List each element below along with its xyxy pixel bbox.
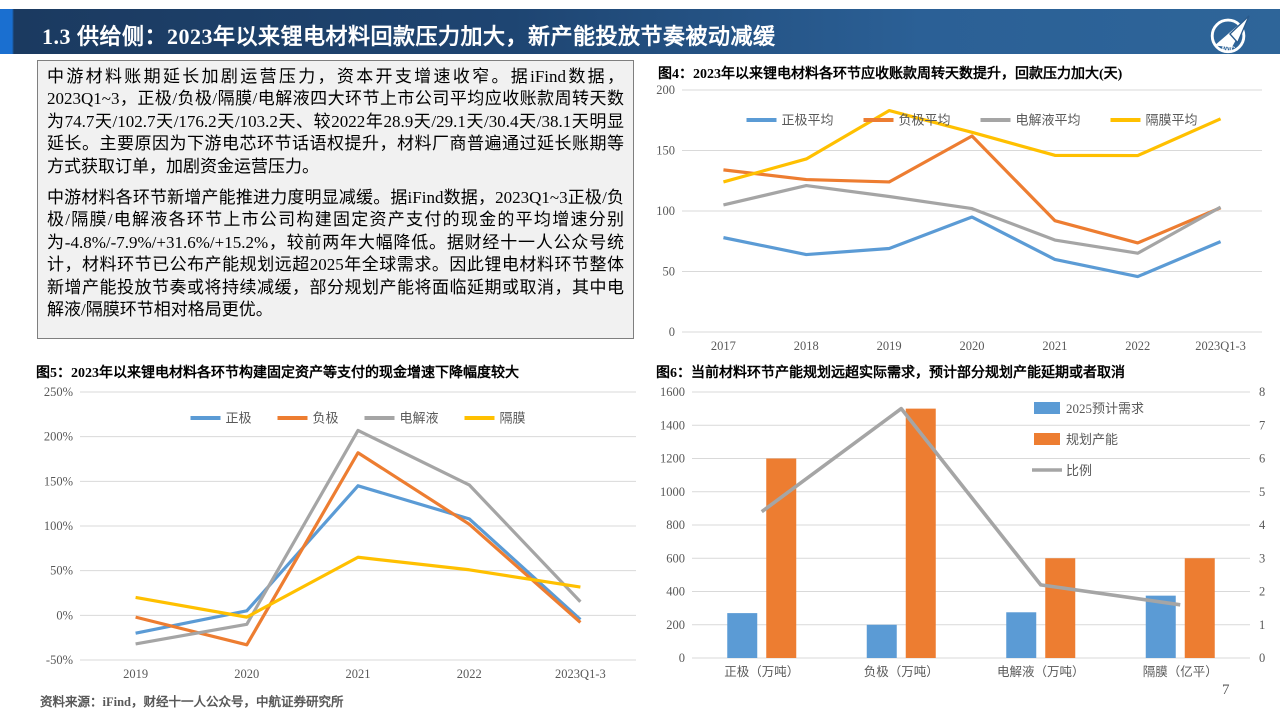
svg-text:正极: 正极 (226, 411, 252, 426)
summary-paragraph-1: 中游材料账期延长加剧运营压力，资本开支增速收窄。据iFind数据，2023Q1~… (47, 67, 624, 176)
svg-text:1600: 1600 (660, 386, 685, 399)
svg-text:8: 8 (1259, 386, 1265, 399)
svg-text:2017: 2017 (711, 339, 736, 353)
page-number: 7 (1222, 682, 1230, 698)
svg-text:正极（万吨）: 正极（万吨） (724, 665, 799, 679)
svg-text:1400: 1400 (660, 418, 685, 432)
summary-text-panel: 中游材料账期延长加剧运营压力，资本开支增速收窄。据iFind数据，2023Q1~… (37, 60, 634, 339)
svg-text:0%: 0% (56, 608, 73, 622)
avic-logo: AVIC (1210, 15, 1250, 54)
svg-text:2022: 2022 (1125, 339, 1150, 353)
svg-text:-50%: -50% (46, 653, 73, 667)
fig4-line-chart: 0 50 100 150 200 2017 2018 2019 2020 2021 2022 2023… (656, 84, 1262, 353)
svg-text:2018: 2018 (794, 339, 819, 353)
svg-text:隔膜平均: 隔膜平均 (1146, 113, 1198, 128)
svg-text:2021: 2021 (346, 667, 371, 681)
svg-text:2: 2 (1259, 585, 1265, 599)
svg-text:负极平均: 负极平均 (899, 113, 951, 128)
svg-text:1: 1 (1259, 618, 1265, 632)
svg-text:600: 600 (666, 551, 685, 565)
svg-text:5: 5 (1259, 485, 1265, 499)
svg-text:150: 150 (656, 144, 675, 158)
avic-logo-text: AVIC (1221, 46, 1236, 53)
svg-text:800: 800 (666, 518, 685, 532)
svg-text:0: 0 (679, 651, 685, 665)
svg-text:200%: 200% (44, 430, 73, 444)
svg-text:比例: 比例 (1066, 463, 1092, 478)
svg-text:200: 200 (666, 618, 685, 632)
svg-text:200: 200 (656, 84, 675, 97)
svg-text:0: 0 (1259, 651, 1265, 665)
svg-text:隔膜（亿平）: 隔膜（亿平） (1143, 664, 1218, 679)
fig6-title: 图6：当前材料环节产能规划远超实际需求，预计部分规划产能延期或者取消 (656, 366, 1125, 381)
avic-logo-circle (1210, 18, 1246, 54)
svg-text:50%: 50% (50, 564, 73, 578)
svg-text:1200: 1200 (660, 452, 685, 466)
slide-title: 1.3 供给侧：2023年以来锂电材料回款压力加大，新产能投放节奏被动减缓 (42, 24, 776, 49)
svg-text:2025预计需求: 2025预计需求 (1066, 401, 1144, 416)
svg-text:250%: 250% (44, 386, 73, 399)
summary-paragraph-2: 中游材料各环节新增产能推进力度明显减缓。据iFind数据，2023Q1~3正极/… (47, 188, 624, 320)
svg-text:电解液: 电解液 (400, 411, 439, 426)
svg-text:100%: 100% (44, 519, 73, 533)
fig5-title: 图5：2023年以来锂电材料各环节构建固定资产等支付的现金增速下降幅度较大 (36, 366, 519, 381)
svg-text:7: 7 (1259, 418, 1265, 432)
svg-text:6: 6 (1259, 452, 1265, 466)
svg-text:2020: 2020 (960, 339, 985, 353)
svg-text:2022: 2022 (457, 667, 482, 681)
svg-text:正极平均: 正极平均 (782, 113, 834, 128)
svg-text:负极: 负极 (313, 411, 339, 426)
fig4-title: 图4：2023年以来锂电材料各环节应收账款周转天数提升，回款压力加大(天) (658, 67, 1123, 82)
svg-text:100: 100 (656, 204, 675, 218)
svg-text:电解液（万吨）: 电解液（万吨） (997, 664, 1085, 679)
svg-text:2021: 2021 (1042, 339, 1067, 353)
svg-text:隔膜: 隔膜 (500, 411, 526, 426)
svg-text:150%: 150% (44, 474, 73, 488)
svg-text:2019: 2019 (877, 339, 902, 353)
avic-plane-fold (1229, 15, 1250, 44)
svg-text:规划产能: 规划产能 (1066, 432, 1118, 447)
svg-text:4: 4 (1259, 518, 1266, 532)
fig6-combo-chart: 0 200 400 600 800 1000 1200 1400 1600 0 1 2 3 4 5 6 7 8 正极… (660, 386, 1266, 679)
fig5-line-chart: -50% 0% 50% 100% 150% 200% 250% 2019 2020 2021 202… (44, 386, 636, 681)
svg-text:1000: 1000 (660, 485, 685, 499)
source-note: 资料来源：iFind，财经十一人公众号，中航证券研究所 (40, 695, 344, 709)
svg-text:400: 400 (666, 585, 685, 599)
svg-text:3: 3 (1259, 551, 1265, 565)
svg-text:负极（万吨）: 负极（万吨） (864, 665, 939, 679)
svg-text:2023Q1-3: 2023Q1-3 (1195, 339, 1246, 353)
svg-text:2023Q1-3: 2023Q1-3 (555, 667, 606, 681)
slide-header: 1.3 供给侧：2023年以来锂电材料回款压力加大，新产能投放节奏被动减缓 AV… (0, 9, 1280, 54)
svg-text:2019: 2019 (123, 667, 148, 681)
svg-text:2020: 2020 (234, 667, 259, 681)
svg-text:电解液平均: 电解液平均 (1016, 113, 1081, 128)
svg-text:0: 0 (669, 325, 675, 339)
svg-text:50: 50 (663, 265, 676, 279)
